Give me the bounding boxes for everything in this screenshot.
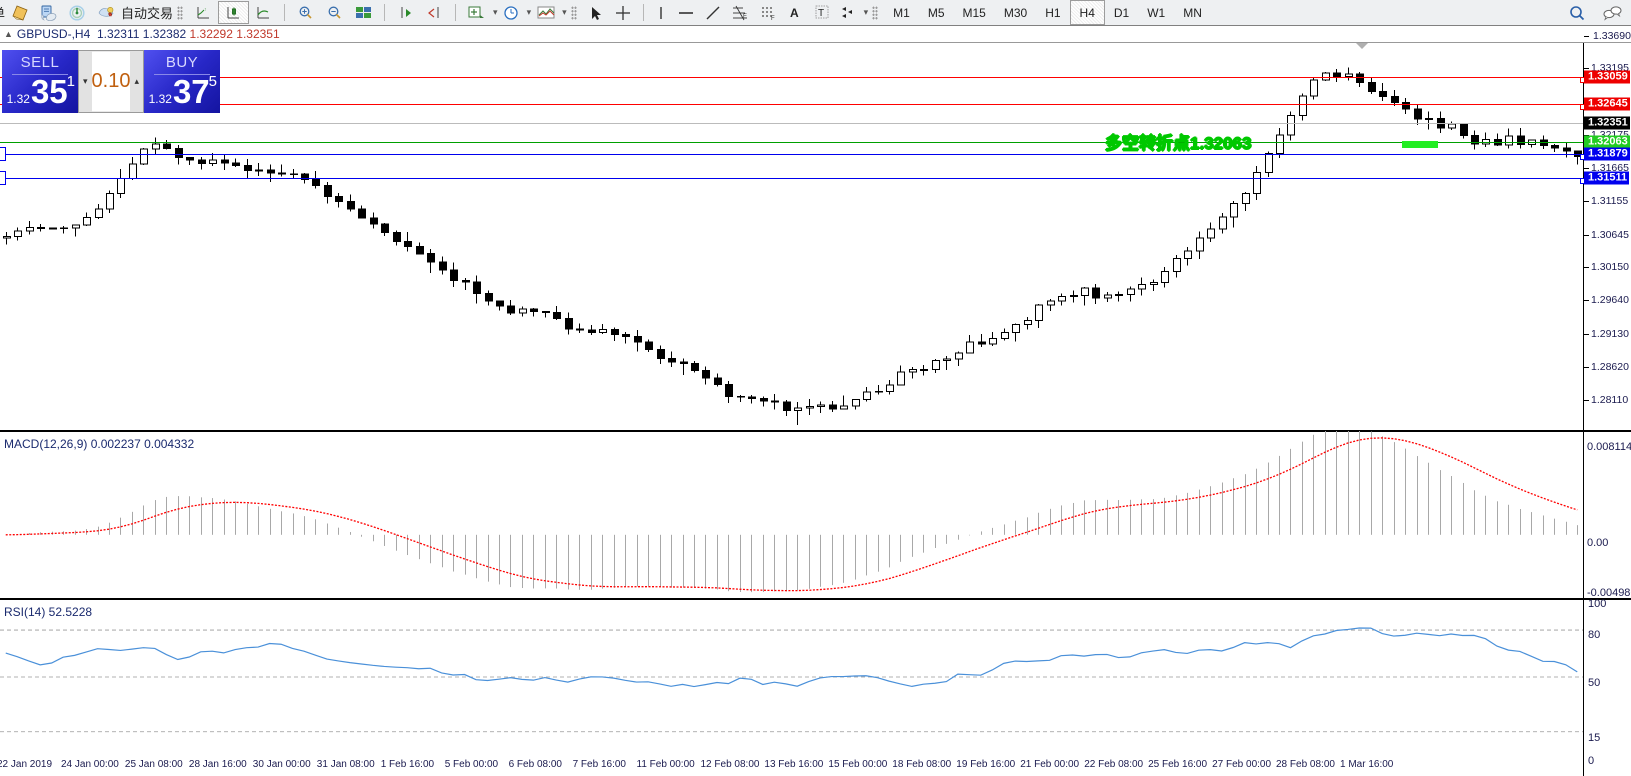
svg-text:↑: ↑ [204,7,207,13]
svg-text:A: A [790,6,799,20]
svg-text:E: E [743,14,747,20]
svg-text:F: F [771,16,775,22]
svg-text:T: T [818,8,824,19]
